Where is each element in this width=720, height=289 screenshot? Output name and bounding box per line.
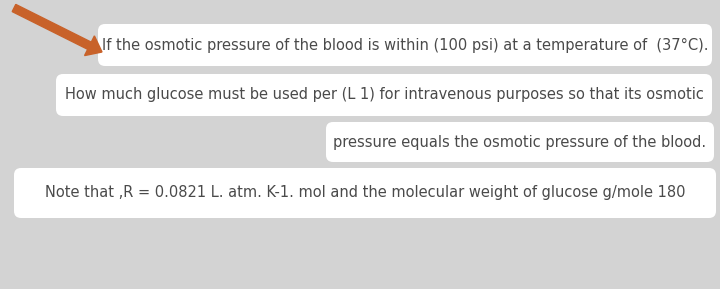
Text: If the osmotic pressure of the blood is within (100 psi) at a temperature of  (3: If the osmotic pressure of the blood is … — [102, 38, 708, 53]
Text: Note that ,R = 0.0821 L. atm. K-1. mol and the molecular weight of glucose g/mol: Note that ,R = 0.0821 L. atm. K-1. mol a… — [45, 186, 685, 201]
FancyBboxPatch shape — [326, 122, 714, 162]
FancyBboxPatch shape — [14, 168, 716, 218]
FancyBboxPatch shape — [56, 74, 712, 116]
FancyBboxPatch shape — [98, 24, 712, 66]
Text: How much glucose must be used per (L 1) for intravenous purposes so that its osm: How much glucose must be used per (L 1) … — [65, 88, 703, 103]
FancyArrow shape — [12, 4, 102, 55]
Text: pressure equals the osmotic pressure of the blood.: pressure equals the osmotic pressure of … — [333, 134, 706, 149]
